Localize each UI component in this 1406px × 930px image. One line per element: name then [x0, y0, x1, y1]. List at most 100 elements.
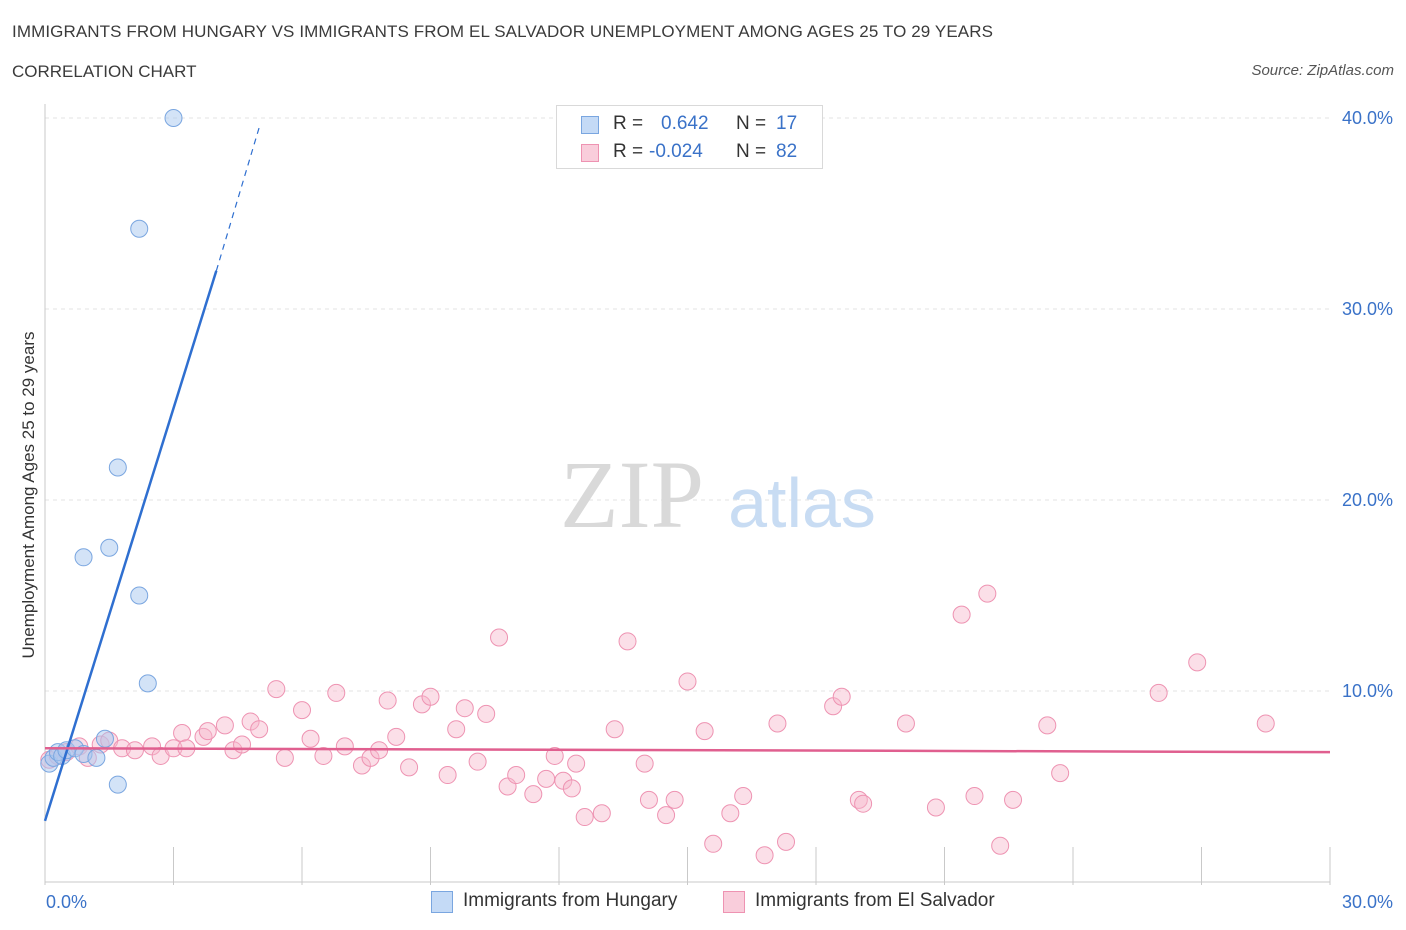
hungary-point: [108, 458, 127, 477]
el-salvador-point: [704, 834, 723, 853]
hungary-point: [108, 775, 127, 794]
axis-layer: 10.0% 20.0% 30.0% 40.0% 0.0% 30.0%: [44, 104, 1393, 912]
el-salvador-point: [421, 687, 440, 706]
el-salvador-point: [1038, 716, 1057, 735]
el-salvador-point: [832, 687, 851, 706]
el-salvador-point: [468, 752, 487, 771]
bottom-legend-swatch-el-salvador: [723, 891, 745, 913]
legend-r-label: R =: [613, 141, 644, 162]
chart-title: IMMIGRANTS FROM HUNGARY VS IMMIGRANTS FR…: [12, 22, 994, 41]
el-salvador-point: [657, 806, 676, 825]
legend-n-label: N =: [736, 113, 767, 134]
el-salvador-point: [438, 766, 457, 785]
el-salvador-point: [678, 672, 697, 691]
grid-layer: [45, 117, 1330, 692]
bottom-legend-swatch-hungary: [431, 891, 453, 913]
el-salvador-point: [301, 729, 320, 748]
el-salvador-point: [991, 836, 1010, 855]
el-salvador-point: [734, 787, 753, 806]
watermark: ZIP atlas: [560, 441, 876, 548]
el-salvador-point: [896, 714, 915, 733]
el-salvador-point: [335, 737, 354, 756]
y-tick-label: 30.0%: [1342, 299, 1393, 319]
chart-subtitle: CORRELATION CHART: [12, 62, 197, 81]
el-salvador-point: [605, 720, 624, 739]
watermark-zip: ZIP: [560, 441, 704, 548]
el-salvador-point: [635, 754, 654, 773]
legend-n-value: 82: [776, 141, 798, 162]
el-salvador-point: [562, 779, 581, 798]
trend-layer: [43, 127, 1331, 822]
el-salvador-point: [314, 746, 333, 765]
el-salvador-point: [477, 704, 496, 723]
bottom-legend-label-el-salvador: Immigrants from El Salvador: [755, 890, 995, 911]
el-salvador-point: [224, 741, 243, 760]
el-salvador-point: [978, 584, 997, 603]
hungary-point: [95, 729, 114, 748]
el-salvador-point: [768, 714, 787, 733]
el-salvador-point: [524, 785, 543, 804]
el-salvador-point: [1256, 714, 1275, 733]
el-salvador-point: [721, 804, 740, 823]
source-label: Source: ZipAtlas.com: [1251, 62, 1394, 79]
bottom-legend-label-hungary: Immigrants from Hungary: [463, 890, 678, 911]
el-salvador-point: [125, 741, 144, 760]
hungary-point: [74, 548, 93, 567]
el-salvador-point: [378, 691, 397, 710]
el-salvador-point: [400, 758, 419, 777]
el-salvador-point: [695, 722, 714, 741]
hungary-point: [164, 109, 183, 127]
y-axis-label: Unemployment Among Ages 25 to 29 years: [19, 331, 38, 659]
x-tick-label: 0.0%: [46, 892, 87, 912]
el-salvador-point: [567, 754, 586, 773]
el-salvador-points: [40, 584, 1275, 865]
el-salvador-point: [198, 722, 217, 741]
el-salvador-point: [507, 766, 526, 785]
el-salvador-point: [215, 716, 234, 735]
el-salvador-point: [327, 683, 346, 702]
el-salvador-point: [965, 787, 984, 806]
y-tick-label: 40.0%: [1342, 108, 1393, 128]
legend-swatch-el-salvador: [581, 144, 599, 162]
watermark-atlas: atlas: [728, 464, 876, 542]
el-salvador-point: [275, 748, 294, 767]
el-salvador-trend-line: [44, 747, 1331, 754]
el-salvador-point: [755, 846, 774, 865]
legend-swatch-hungary: [581, 116, 599, 134]
el-salvador-point: [267, 680, 286, 699]
hungary-point: [130, 586, 149, 605]
el-salvador-point: [250, 720, 269, 739]
y-tick-label: 10.0%: [1342, 681, 1393, 701]
el-salvador-point: [926, 798, 945, 817]
hungary-trend-line: [43, 270, 218, 822]
el-salvador-point: [173, 724, 192, 743]
el-salvador-point: [618, 632, 637, 651]
el-salvador-point: [490, 628, 509, 647]
hungary-trend-extension: [215, 127, 260, 271]
el-salvador-point: [592, 804, 611, 823]
el-salvador-point: [777, 832, 796, 851]
legend-n-value: 17: [776, 113, 798, 134]
hungary-points: [40, 109, 183, 794]
el-salvador-point: [665, 790, 684, 809]
legend: R = 0.642 N = 17 R = -0.024 N = 82: [556, 105, 823, 169]
el-salvador-point: [387, 727, 406, 746]
el-salvador-point: [545, 746, 564, 765]
el-salvador-point: [1149, 683, 1168, 702]
legend-n-label: N =: [736, 141, 767, 162]
hungary-point: [100, 538, 119, 557]
hungary-point: [87, 748, 106, 767]
el-salvador-point: [1051, 764, 1070, 783]
el-salvador-point: [575, 808, 594, 827]
x-tick-label: 30.0%: [1342, 892, 1393, 912]
el-salvador-point: [537, 769, 556, 788]
hungary-point: [138, 674, 157, 693]
el-salvador-point: [639, 790, 658, 809]
el-salvador-point: [293, 701, 311, 720]
el-salvador-point: [1188, 653, 1207, 672]
el-salvador-point: [952, 605, 971, 624]
el-salvador-point: [233, 735, 252, 754]
el-salvador-point: [854, 794, 873, 813]
legend-r-value: 0.642: [661, 113, 709, 134]
